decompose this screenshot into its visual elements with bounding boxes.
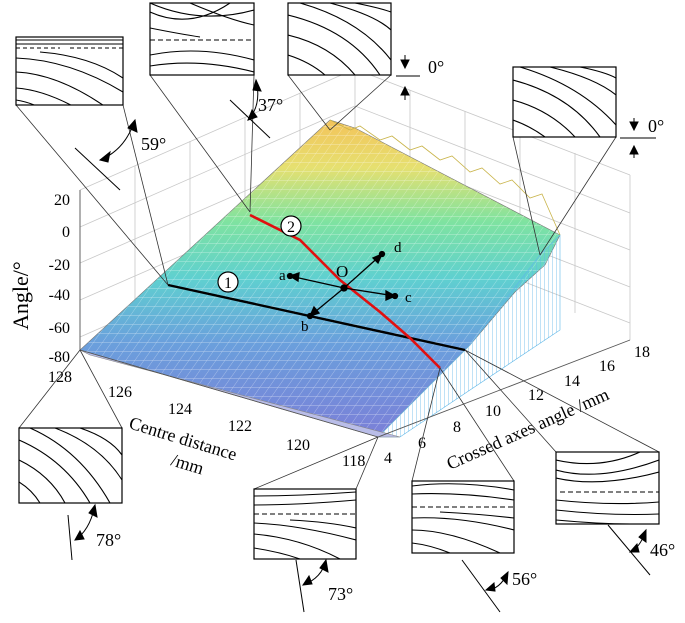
- inset-0-top-angle: 0°: [428, 57, 444, 77]
- vector-c-label: c: [405, 290, 412, 306]
- y-axis-ticks: 4 6 8 10 12 14 16 18: [384, 344, 650, 467]
- z-axis-ticks: 20 0 -20 -40 -60 -80: [49, 192, 70, 366]
- y-tick: 8: [453, 419, 461, 436]
- inset-59-angle: 59°: [141, 134, 166, 154]
- y-tick: 18: [634, 344, 650, 361]
- curve-2-label: 2: [287, 219, 295, 236]
- inset-59-box: [15, 36, 124, 106]
- origin-label: O: [336, 262, 348, 281]
- y-tick: 12: [528, 387, 544, 404]
- z-tick: -60: [49, 320, 70, 337]
- z-tick: -80: [49, 349, 70, 366]
- z-tick: -20: [49, 257, 70, 274]
- inset-73-angle: 73°: [328, 584, 353, 604]
- vector-b-label: b: [301, 319, 309, 335]
- x-axis-ticks: 128 126 124 122 120 118: [48, 369, 365, 470]
- z-axis-label: Angle/°: [8, 261, 33, 330]
- x-tick: 122: [228, 418, 252, 435]
- z-tick: -40: [49, 287, 70, 304]
- y-tick: 6: [418, 435, 426, 452]
- direction-vectors: [286, 250, 399, 320]
- inset-0-right-box: [512, 66, 617, 138]
- y-tick: 4: [384, 450, 392, 467]
- leader-lines: [15, 74, 660, 490]
- inset-56-box: [411, 480, 515, 554]
- curve-1-line: [167, 283, 466, 352]
- x-tick: 126: [108, 384, 132, 401]
- inset-0-top-box: [287, 2, 392, 76]
- inset-37-box: [149, 2, 255, 76]
- inset-46-angle: 46°: [650, 540, 675, 560]
- z-tick: 20: [54, 192, 70, 209]
- inset-78-angle: 78°: [96, 530, 121, 550]
- y-tick: 16: [599, 358, 615, 375]
- inset-56-angle: 56°: [512, 569, 537, 589]
- inset-78-box: [18, 427, 123, 504]
- z-tick: 0: [62, 224, 70, 241]
- y-tick: 10: [485, 403, 501, 420]
- curve-1-marker: 1: [217, 271, 239, 293]
- x-tick: 128: [48, 369, 72, 386]
- y-tick: 14: [564, 373, 580, 390]
- vector-d-label: d: [394, 240, 402, 256]
- inset-37-angle: 37°: [258, 95, 283, 115]
- x-tick: 124: [168, 401, 192, 418]
- x-tick: 118: [342, 453, 365, 470]
- x-tick: 120: [286, 437, 310, 454]
- inset-73-box: [253, 488, 357, 560]
- curve-1-label: 1: [224, 275, 232, 292]
- inset-0-right-angle: 0°: [648, 116, 664, 136]
- angle-surface: [79, 119, 561, 438]
- curve-2-marker: 2: [280, 215, 302, 237]
- angle-indicators: [67, 55, 656, 613]
- vector-a-label: a: [279, 268, 286, 284]
- axis-lines: [79, 190, 631, 438]
- inset-46-box: [555, 451, 660, 525]
